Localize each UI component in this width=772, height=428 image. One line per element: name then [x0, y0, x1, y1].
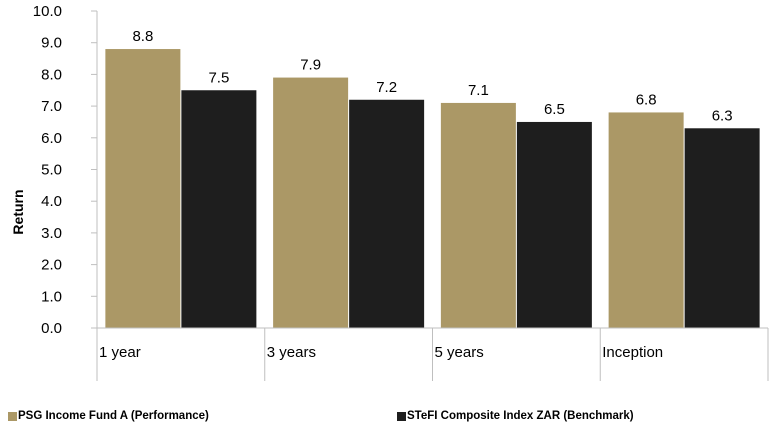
bar-performance-2	[440, 102, 516, 329]
y-tick-label: 1.0	[41, 288, 62, 305]
legend-item-performance: PSG Income Fund A (Performance)	[8, 410, 209, 422]
bar-chart: Return 0.0 1.0 2.0 3.0 4.0 5.0 6.0 7.0 8.0 9.0 10.…	[10, 3, 769, 381]
bar-benchmark-0	[181, 90, 257, 328]
legend-label-benchmark: STeFI Composite Index ZAR (Benchmark)	[407, 410, 634, 422]
bar-performance-3	[608, 112, 684, 328]
bar-benchmark-2	[516, 121, 592, 328]
data-label: 6.8	[636, 91, 657, 108]
bar-benchmark-1	[349, 99, 425, 328]
legend-label-performance: PSG Income Fund A (Performance)	[18, 410, 209, 422]
legend-swatch-performance	[8, 411, 17, 421]
y-tick-label: 5.0	[41, 162, 62, 179]
y-tick-label: 4.0	[41, 193, 62, 210]
x-category-label: 1 year	[99, 344, 141, 361]
y-tick-label: 10.0	[33, 3, 62, 20]
data-label: 7.5	[208, 69, 229, 86]
y-tick-label: 9.0	[41, 35, 62, 52]
x-category-label: 3 years	[267, 344, 316, 361]
y-tick-label: 2.0	[41, 257, 62, 274]
data-label: 7.9	[300, 57, 321, 74]
data-label: 6.3	[712, 107, 733, 124]
y-tick-label: 3.0	[41, 225, 62, 242]
legend-swatch-benchmark	[397, 411, 406, 421]
data-label: 7.1	[468, 82, 489, 99]
y-tick-label: 6.0	[41, 130, 62, 147]
bar-benchmark-3	[684, 128, 760, 328]
y-tick-label: 0.0	[41, 320, 62, 337]
data-label: 7.2	[376, 79, 397, 96]
data-label: 8.8	[132, 28, 153, 45]
y-axis-label: Return	[10, 189, 26, 234]
legend-item-benchmark: STeFI Composite Index ZAR (Benchmark)	[397, 410, 634, 422]
y-tick-label: 8.0	[41, 66, 62, 83]
y-tick-label: 7.0	[41, 98, 62, 115]
data-label: 6.5	[544, 101, 565, 118]
bar-performance-1	[273, 77, 349, 328]
bar-performance-0	[105, 49, 181, 328]
x-category-label: Inception	[602, 344, 663, 361]
x-category-label: 5 years	[435, 344, 484, 361]
